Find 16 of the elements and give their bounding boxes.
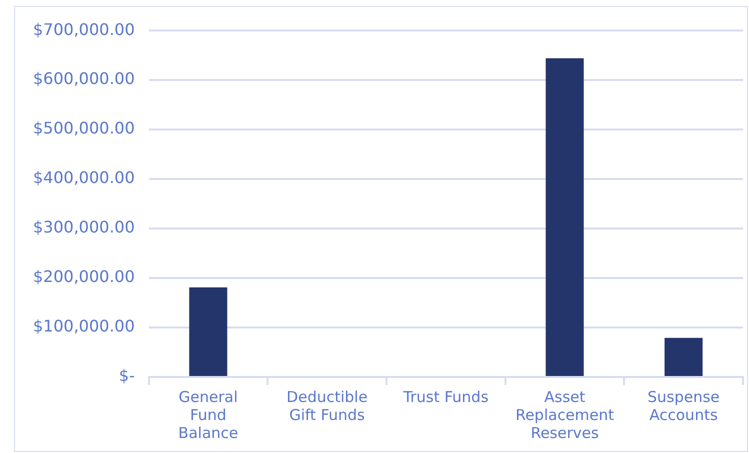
bar [664, 338, 703, 376]
x-tick-label: Asset Replacement Reserves [515, 388, 614, 442]
x-tick-label: Trust Funds [402, 388, 489, 406]
y-tick-label: $300,000.00 [32, 218, 135, 237]
bar [546, 58, 584, 376]
y-tick-label: $400,000.00 [32, 168, 135, 188]
y-tick-label: $500,000.00 [32, 118, 135, 138]
x-tick-label: Suspense Accounts [648, 388, 720, 424]
x-tick-label: General Fund Balance [178, 388, 238, 442]
y-tick-label: $200,000.00 [32, 267, 135, 286]
bar [189, 287, 228, 376]
y-tick-label: $600,000.00 [32, 69, 135, 88]
y-tick-label: $100,000.00 [32, 316, 135, 336]
y-tick-label: $- [118, 366, 135, 386]
x-tick-label: Deductible Gift Funds [286, 388, 368, 424]
y-tick-label: $700,000.00 [32, 20, 135, 39]
